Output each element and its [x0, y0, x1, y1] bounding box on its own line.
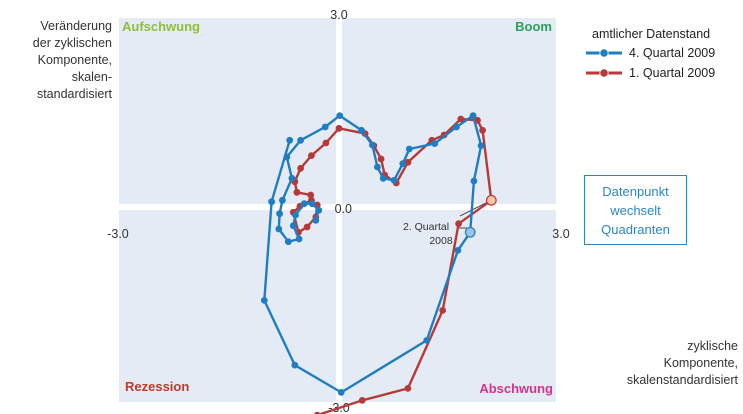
data-point-series-1	[303, 223, 311, 231]
annotation-leader-line	[459, 201, 488, 217]
y-axis-label-line: der zyklischen	[32, 36, 112, 50]
tick-label-x-max: 3.0	[552, 227, 569, 241]
y-axis-label-line: Komponente,	[37, 53, 112, 67]
annotation-text-line: 2008	[429, 235, 453, 247]
data-point-series-0	[431, 140, 439, 148]
legend-item-q1-2009: 1. Quartal 2009	[585, 63, 715, 83]
data-point-series-0	[276, 210, 283, 218]
data-point-series-0	[358, 126, 365, 134]
tick-label-x-min: -3.0	[107, 227, 129, 241]
x-axis-label: zyklische Komponente, skalenstandardisie…	[560, 338, 738, 389]
data-point-series-0	[312, 216, 320, 224]
data-point-series-0	[374, 163, 381, 171]
data-point-series-1	[314, 411, 321, 414]
data-point-series-0	[288, 174, 296, 182]
data-point-series-0	[454, 247, 462, 254]
data-point-series-0	[297, 136, 304, 144]
data-point-series-0	[337, 389, 345, 396]
data-point-series-1	[335, 124, 343, 132]
data-point-series-0	[308, 200, 316, 208]
data-point-series-0	[315, 206, 323, 214]
y-axis-label-line: skalen-	[71, 70, 112, 84]
legend-label-q1-2009: 1. Quartal 2009	[629, 66, 716, 80]
callout-line: wechselt	[610, 203, 661, 218]
data-point-series-0	[469, 112, 477, 119]
series-0	[260, 112, 485, 396]
data-point-series-1	[455, 220, 462, 228]
data-point-series-1	[307, 191, 315, 199]
data-point-series-0	[291, 361, 299, 369]
data-point-series-0	[260, 297, 268, 304]
data-point-series-1	[358, 397, 366, 404]
data-point-series-1	[457, 115, 465, 123]
y-axis-label-line: standardisiert	[36, 87, 112, 101]
quadrant-change-callout: Datenpunkt wechselt Quadranten	[584, 175, 687, 245]
quadrant-top-left	[119, 18, 336, 204]
callout-line: Datenpunkt	[602, 184, 669, 199]
data-point-series-1	[293, 188, 301, 196]
y-axis-label-line: Veränderung	[40, 19, 112, 33]
data-point-series-1	[377, 155, 385, 163]
tick-label-origin: 0.0	[335, 202, 352, 216]
data-point-series-0	[321, 123, 329, 131]
data-point-series-1	[404, 385, 412, 392]
legend-label-q4-2009: 4. Quartal 2009	[629, 46, 716, 60]
data-point-series-1	[439, 307, 447, 314]
quadrant-top-right	[342, 18, 556, 204]
x-axis-label-line: Komponente,	[663, 356, 738, 370]
data-point-series-0	[283, 153, 291, 161]
data-point-series-0	[336, 112, 344, 119]
data-point-series-0	[423, 337, 431, 344]
quadrant-label-top-right: Boom	[515, 19, 552, 34]
data-point-series-0	[379, 174, 387, 182]
data-point-series-1	[297, 164, 304, 172]
data-point-series-0	[286, 136, 294, 144]
data-point-series-0	[289, 222, 297, 230]
data-point-series-0	[292, 211, 299, 219]
highlighted-point	[464, 226, 476, 238]
data-point-series-0	[369, 141, 376, 149]
data-point-series-0	[268, 198, 275, 206]
legend-title: amtlicher Datenstand	[592, 27, 711, 41]
data-point-series-0	[300, 200, 308, 208]
data-point-series-0	[275, 225, 283, 233]
quadrant-bottom-left	[119, 210, 336, 402]
data-point-series-0	[477, 142, 485, 150]
callout-line: Quadranten	[601, 222, 670, 237]
data-point-series-1	[322, 139, 330, 147]
legend-swatch-q4-2009	[586, 48, 622, 58]
data-point-series-0	[295, 235, 303, 243]
x-axis-label-line: zyklische	[687, 339, 738, 353]
data-point-series-1	[404, 158, 412, 166]
data-point-series-0	[399, 160, 407, 168]
data-point-series-0	[390, 176, 398, 184]
data-point-series-0	[284, 238, 292, 246]
data-point-series-1	[479, 126, 486, 134]
quadrant-label-bottom-left: Rezession	[125, 379, 189, 394]
quadrant-label-bottom-right: Abschwung	[479, 381, 553, 396]
x-axis-label-line: skalenstandardisiert	[626, 373, 738, 387]
data-point-series-0	[470, 177, 478, 185]
tick-label-y-max: 3.0	[330, 8, 347, 22]
legend-swatch-q1-2009	[586, 68, 622, 78]
quadrant-label-top-left: Aufschwung	[122, 19, 200, 34]
data-point-series-0	[453, 123, 460, 131]
data-point-series-0	[279, 196, 286, 204]
data-point-series-1	[308, 152, 315, 160]
y-axis-label: Veränderung der zyklischen Komponente, s…	[0, 18, 112, 103]
legend-item-q4-2009: 4. Quartal 2009	[585, 43, 715, 63]
annotation-text-line: 2. Quartal	[403, 221, 449, 233]
data-point-series-0	[405, 145, 413, 153]
highlighted-point	[485, 194, 497, 206]
legend: amtlicher Datenstand 4. Quartal 2009 1. …	[585, 26, 715, 83]
